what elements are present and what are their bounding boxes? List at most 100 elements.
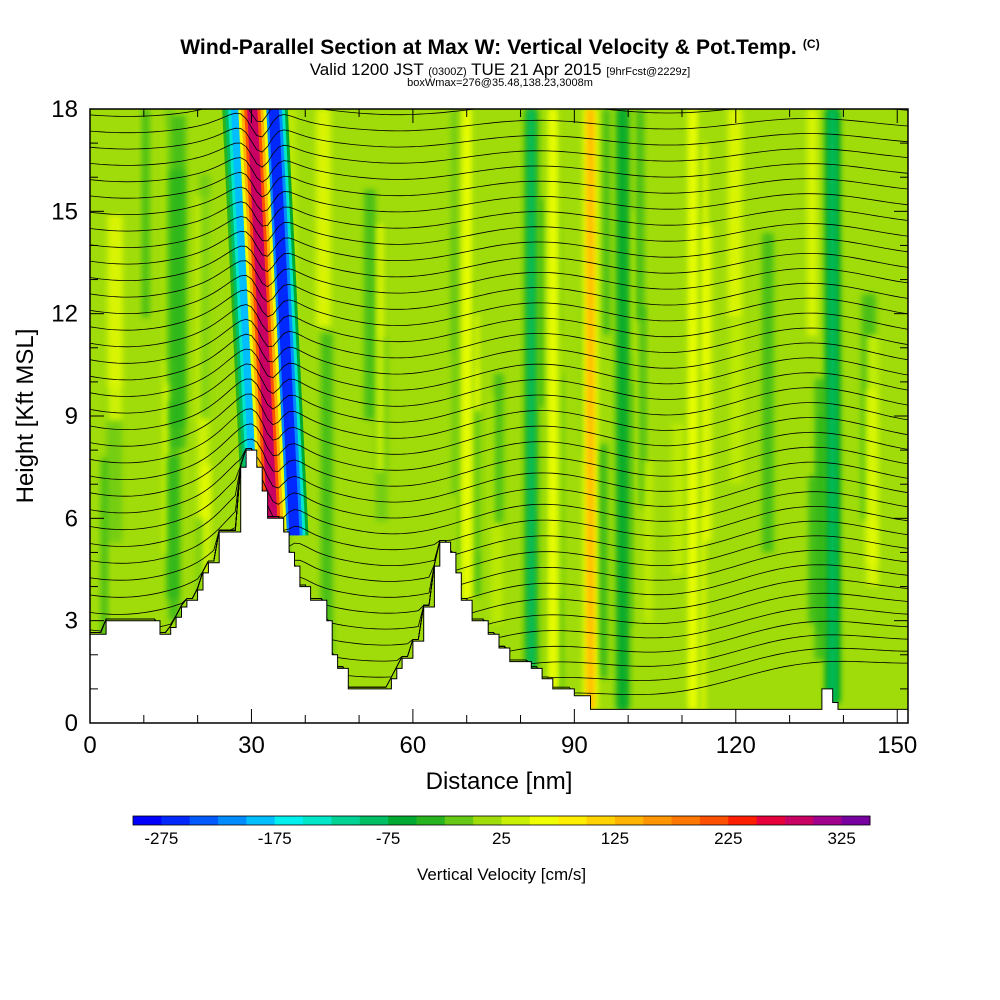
colorbar-segment [388, 816, 417, 825]
theta-contours [90, 83, 908, 695]
colorbar: -275 -175 -75 25 125 225 325 Vertical Velocity … [132, 815, 871, 884]
y-tick-label: 15 [51, 198, 78, 225]
y-tick-label: 18 [51, 96, 78, 123]
updraft-band [587, 109, 594, 710]
x-tick-label: 0 [83, 732, 96, 759]
theta-contour [90, 448, 908, 564]
theta-contour [90, 318, 908, 364]
theta-contour [90, 448, 908, 581]
theta-contour [90, 423, 908, 480]
valid-date: TUE 21 Apr 2015 [471, 60, 602, 79]
colorbar-tick-label: -275 [144, 829, 178, 848]
theta-contour [90, 348, 908, 397]
axes: 0 30 60 90 120 150 0 3 6 9 12 15 18 Distance [nm] Heig… [12, 96, 917, 795]
downdraft-band [619, 109, 626, 710]
colorbar-segment [643, 816, 673, 825]
theta-contour [90, 393, 908, 447]
velocity-streak [376, 224, 384, 472]
velocity-streak [171, 115, 186, 449]
theta-contour [90, 363, 908, 414]
velocity-streak [494, 373, 504, 524]
theta-contour [90, 448, 908, 547]
velocity-streak [168, 401, 180, 621]
theta-contour [90, 448, 908, 514]
theta-contour [90, 289, 908, 331]
theta-contour [90, 408, 908, 464]
chart-title: Wind-Parallel Section at Max W: Vertical… [0, 36, 1000, 60]
downdraft-wave [268, 109, 300, 536]
velocity-streak [316, 109, 331, 327]
x-tick-label: 120 [716, 732, 756, 759]
terrain-silhouette [89, 449, 909, 724]
theta-contour [90, 171, 908, 199]
colorbar-segment [813, 816, 843, 825]
downdraft-band [528, 109, 535, 669]
theta-contour [90, 333, 908, 381]
velocity-streak [451, 225, 462, 496]
x-tick-label: 30 [238, 732, 265, 759]
velocity-streak [199, 174, 211, 419]
colorbar-tick-label: 325 [827, 829, 855, 848]
box-info: boxWmax=276@35.48,138.23,3008m [407, 77, 593, 89]
colorbar-segment [416, 816, 446, 825]
y-tick-label: 3 [65, 608, 78, 635]
colorbar-tick-label: 25 [492, 829, 511, 848]
colorbar-segment [841, 816, 871, 825]
velocity-streak [807, 109, 818, 336]
x-axis-label: Distance [nm] [426, 768, 573, 795]
downdraft-band [829, 109, 836, 703]
colorbar-tick-label: -75 [376, 829, 401, 848]
velocity-streak [320, 332, 333, 658]
colorbar-segment [133, 816, 162, 825]
colorbar-segment [614, 816, 644, 825]
colorbar-segment [444, 816, 474, 825]
velocity-streak [671, 423, 687, 576]
x-tick-label: 150 [877, 732, 917, 759]
title-text: Wind-Parallel Section at Max W: Vertical… [180, 36, 797, 59]
colorbar-segment [586, 816, 616, 825]
colorbar-tick-label: -175 [258, 829, 292, 848]
velocity-streak [696, 510, 706, 714]
colorbar-segment [728, 816, 758, 825]
velocity-streak [106, 387, 123, 543]
theta-contour [90, 201, 908, 232]
valid-utc: (0300Z) [428, 66, 467, 78]
velocity-streak [536, 198, 546, 407]
theta-contour [90, 260, 908, 298]
colorbar-frame [132, 815, 871, 826]
colorbar-segment [331, 816, 361, 825]
velocity-streak [597, 444, 608, 679]
x-tick-label: 90 [561, 732, 588, 759]
velocity-streak [817, 415, 825, 632]
valid-local: Valid 1200 JST [309, 60, 424, 79]
colorbar-segment [274, 816, 304, 825]
theta-contour [90, 127, 908, 153]
velocity-streak [808, 476, 818, 624]
colorbar-segment [303, 816, 332, 825]
velocity-streak [635, 109, 645, 320]
terrain [89, 449, 909, 724]
theta-contour [90, 274, 908, 314]
velocity-streak [727, 109, 743, 318]
theta-contour [90, 83, 908, 107]
theta-contour [90, 245, 908, 282]
theta-contour [90, 448, 908, 531]
copyright-mark: (C) [802, 37, 820, 51]
colorbar-tick-label: 225 [714, 829, 742, 848]
velocity-streak [866, 335, 879, 586]
colorbar-segment [473, 816, 502, 825]
theta-contour [90, 304, 908, 348]
colorbar-tick-label: 125 [601, 829, 629, 848]
theta-contour [90, 438, 908, 497]
colorbar-segment [699, 816, 729, 825]
colorbar-segment [189, 816, 219, 825]
velocity-streak [762, 232, 774, 553]
valid-time-line: Valid 1200 JST (0300Z) TUE 21 Apr 2015 [… [0, 60, 1000, 80]
velocity-streak [107, 214, 123, 421]
theta-contour [90, 112, 908, 138]
colorbar-segment [756, 816, 786, 825]
y-tick-label: 9 [65, 403, 78, 430]
velocity-streak [364, 189, 376, 420]
colorbar-segment [784, 816, 814, 825]
